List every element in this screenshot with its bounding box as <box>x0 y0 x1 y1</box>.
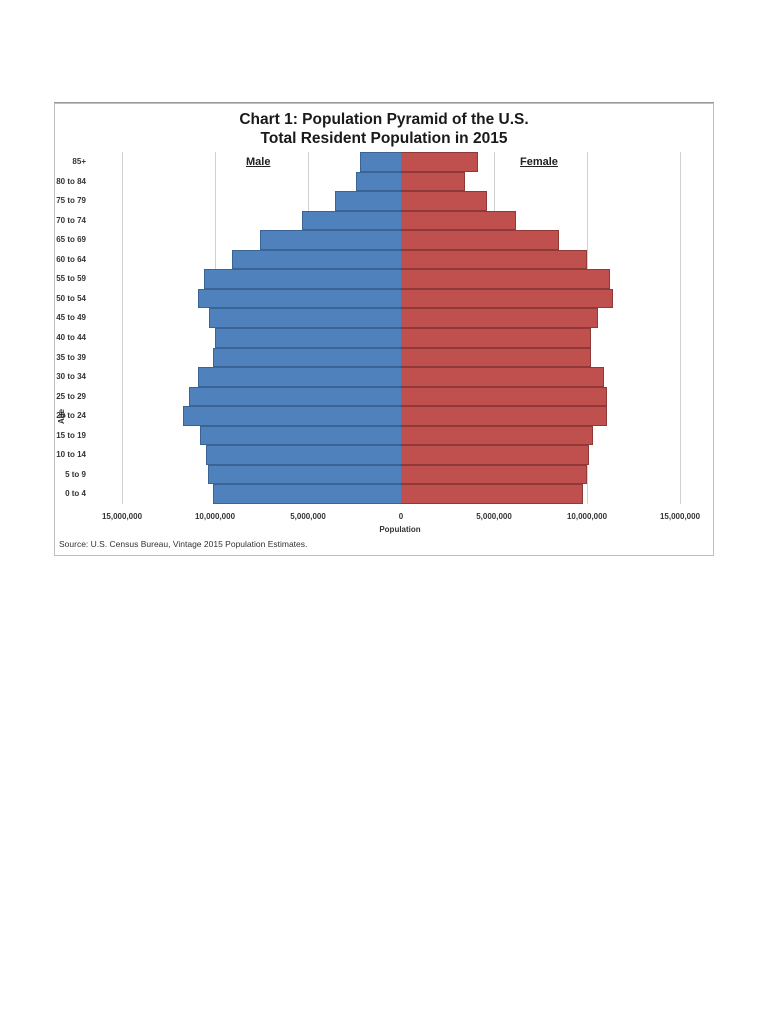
age-group-label: 30 to 34 <box>56 372 86 382</box>
female-bar <box>401 386 608 407</box>
male-bar <box>259 230 401 250</box>
chart-title: Chart 1: Population Pyramid of the U.S. … <box>55 110 713 148</box>
male-bar <box>207 464 401 485</box>
pyramid-row <box>122 249 682 270</box>
pyramid-row <box>122 152 682 172</box>
age-group-label: 10 to 14 <box>56 450 86 460</box>
pyramid-row <box>122 171 682 192</box>
source-note: Source: U.S. Census Bureau, Vintage 2015… <box>59 539 308 549</box>
female-bar <box>401 347 591 368</box>
female-bar <box>401 308 599 328</box>
x-tick-label: 0 <box>398 512 404 521</box>
pyramid-row <box>122 308 682 328</box>
pyramid-row <box>122 367 682 387</box>
female-bar <box>401 406 608 426</box>
female-bar <box>401 288 614 309</box>
age-group-label: 55 to 59 <box>56 274 86 284</box>
gridline <box>122 152 123 504</box>
age-group-label: 35 to 39 <box>56 352 86 362</box>
x-tick-label: 10,000,000 <box>566 512 608 521</box>
female-bar <box>401 249 587 270</box>
x-tick-label: 15,000,000 <box>101 512 143 521</box>
pyramid-row <box>122 386 682 407</box>
age-group-label: 5 to 9 <box>65 469 86 479</box>
gridline <box>680 152 681 504</box>
x-tick-label: 5,000,000 <box>290 512 326 521</box>
age-group-label: 20 to 24 <box>56 411 86 421</box>
male-bar <box>213 347 401 368</box>
female-bar <box>401 210 517 231</box>
female-bar <box>401 484 584 504</box>
female-bar <box>401 328 591 348</box>
age-group-label: 65 to 69 <box>56 235 86 245</box>
male-bar <box>183 406 401 426</box>
male-bar <box>302 210 401 231</box>
male-bar <box>360 152 401 172</box>
age-group-label: 75 to 79 <box>56 196 86 206</box>
chart-title-line2: Total Resident Population in 2015 <box>260 130 508 147</box>
pyramid-row <box>122 425 682 446</box>
female-bar <box>401 445 589 465</box>
pyramid-row <box>122 210 682 231</box>
male-bar <box>205 445 401 465</box>
male-bar <box>188 386 401 407</box>
age-group-label: 70 to 74 <box>56 215 86 225</box>
female-bar <box>401 464 587 485</box>
male-bar <box>203 269 401 289</box>
male-label: Male <box>246 156 271 168</box>
pyramid-row <box>122 406 682 426</box>
male-bar <box>334 191 401 211</box>
age-group-label: 50 to 54 <box>56 293 86 303</box>
female-bar <box>401 152 479 172</box>
pyramid-row <box>122 328 682 348</box>
x-tick-label: 10,000,000 <box>194 512 236 521</box>
age-group-label: 15 to 19 <box>56 430 86 440</box>
female-bar <box>401 269 611 289</box>
pyramid-row <box>122 484 682 504</box>
female-label: Female <box>520 156 558 168</box>
male-bar <box>231 249 401 270</box>
age-group-label: 40 to 44 <box>56 333 86 342</box>
male-bar <box>215 328 401 348</box>
female-bar <box>401 191 487 211</box>
male-bar <box>213 484 401 504</box>
female-bar <box>401 425 593 446</box>
pyramid-row <box>122 445 682 465</box>
female-bar <box>401 367 604 387</box>
age-group-label: 25 to 29 <box>56 391 86 401</box>
x-tick-label: 5,000,000 <box>476 512 512 521</box>
pyramid-row <box>122 269 682 289</box>
age-group-label: 60 to 64 <box>56 254 86 264</box>
female-bar <box>401 230 560 250</box>
age-group-label: 85+ <box>72 157 86 166</box>
plot-area: 85+ 80 to 84 75 to 79 70 to 74 65 to 69 60 to… <box>56 152 682 504</box>
male-bar <box>198 367 401 387</box>
pyramid-row <box>122 347 682 368</box>
male-bar <box>198 288 401 309</box>
pyramid-row <box>122 464 682 485</box>
female-bar <box>401 171 466 192</box>
male-bar <box>356 171 401 192</box>
age-group-label: 0 to 4 <box>65 489 86 499</box>
chart-frame: Chart 1: Population Pyramid of the U.S. … <box>54 103 714 556</box>
x-tick-label: 15,000,000 <box>659 512 701 521</box>
male-bar <box>209 308 401 328</box>
pyramid-row <box>122 191 682 211</box>
pyramid-row <box>122 288 682 309</box>
chart-title-line1: Chart 1: Population Pyramid of the U.S. <box>239 111 529 128</box>
male-bar <box>200 425 401 446</box>
x-axis-title: Population <box>379 525 421 534</box>
pyramid-row <box>122 230 682 250</box>
age-group-label: 80 to 84 <box>56 176 86 186</box>
age-group-label: 45 to 49 <box>56 313 86 323</box>
